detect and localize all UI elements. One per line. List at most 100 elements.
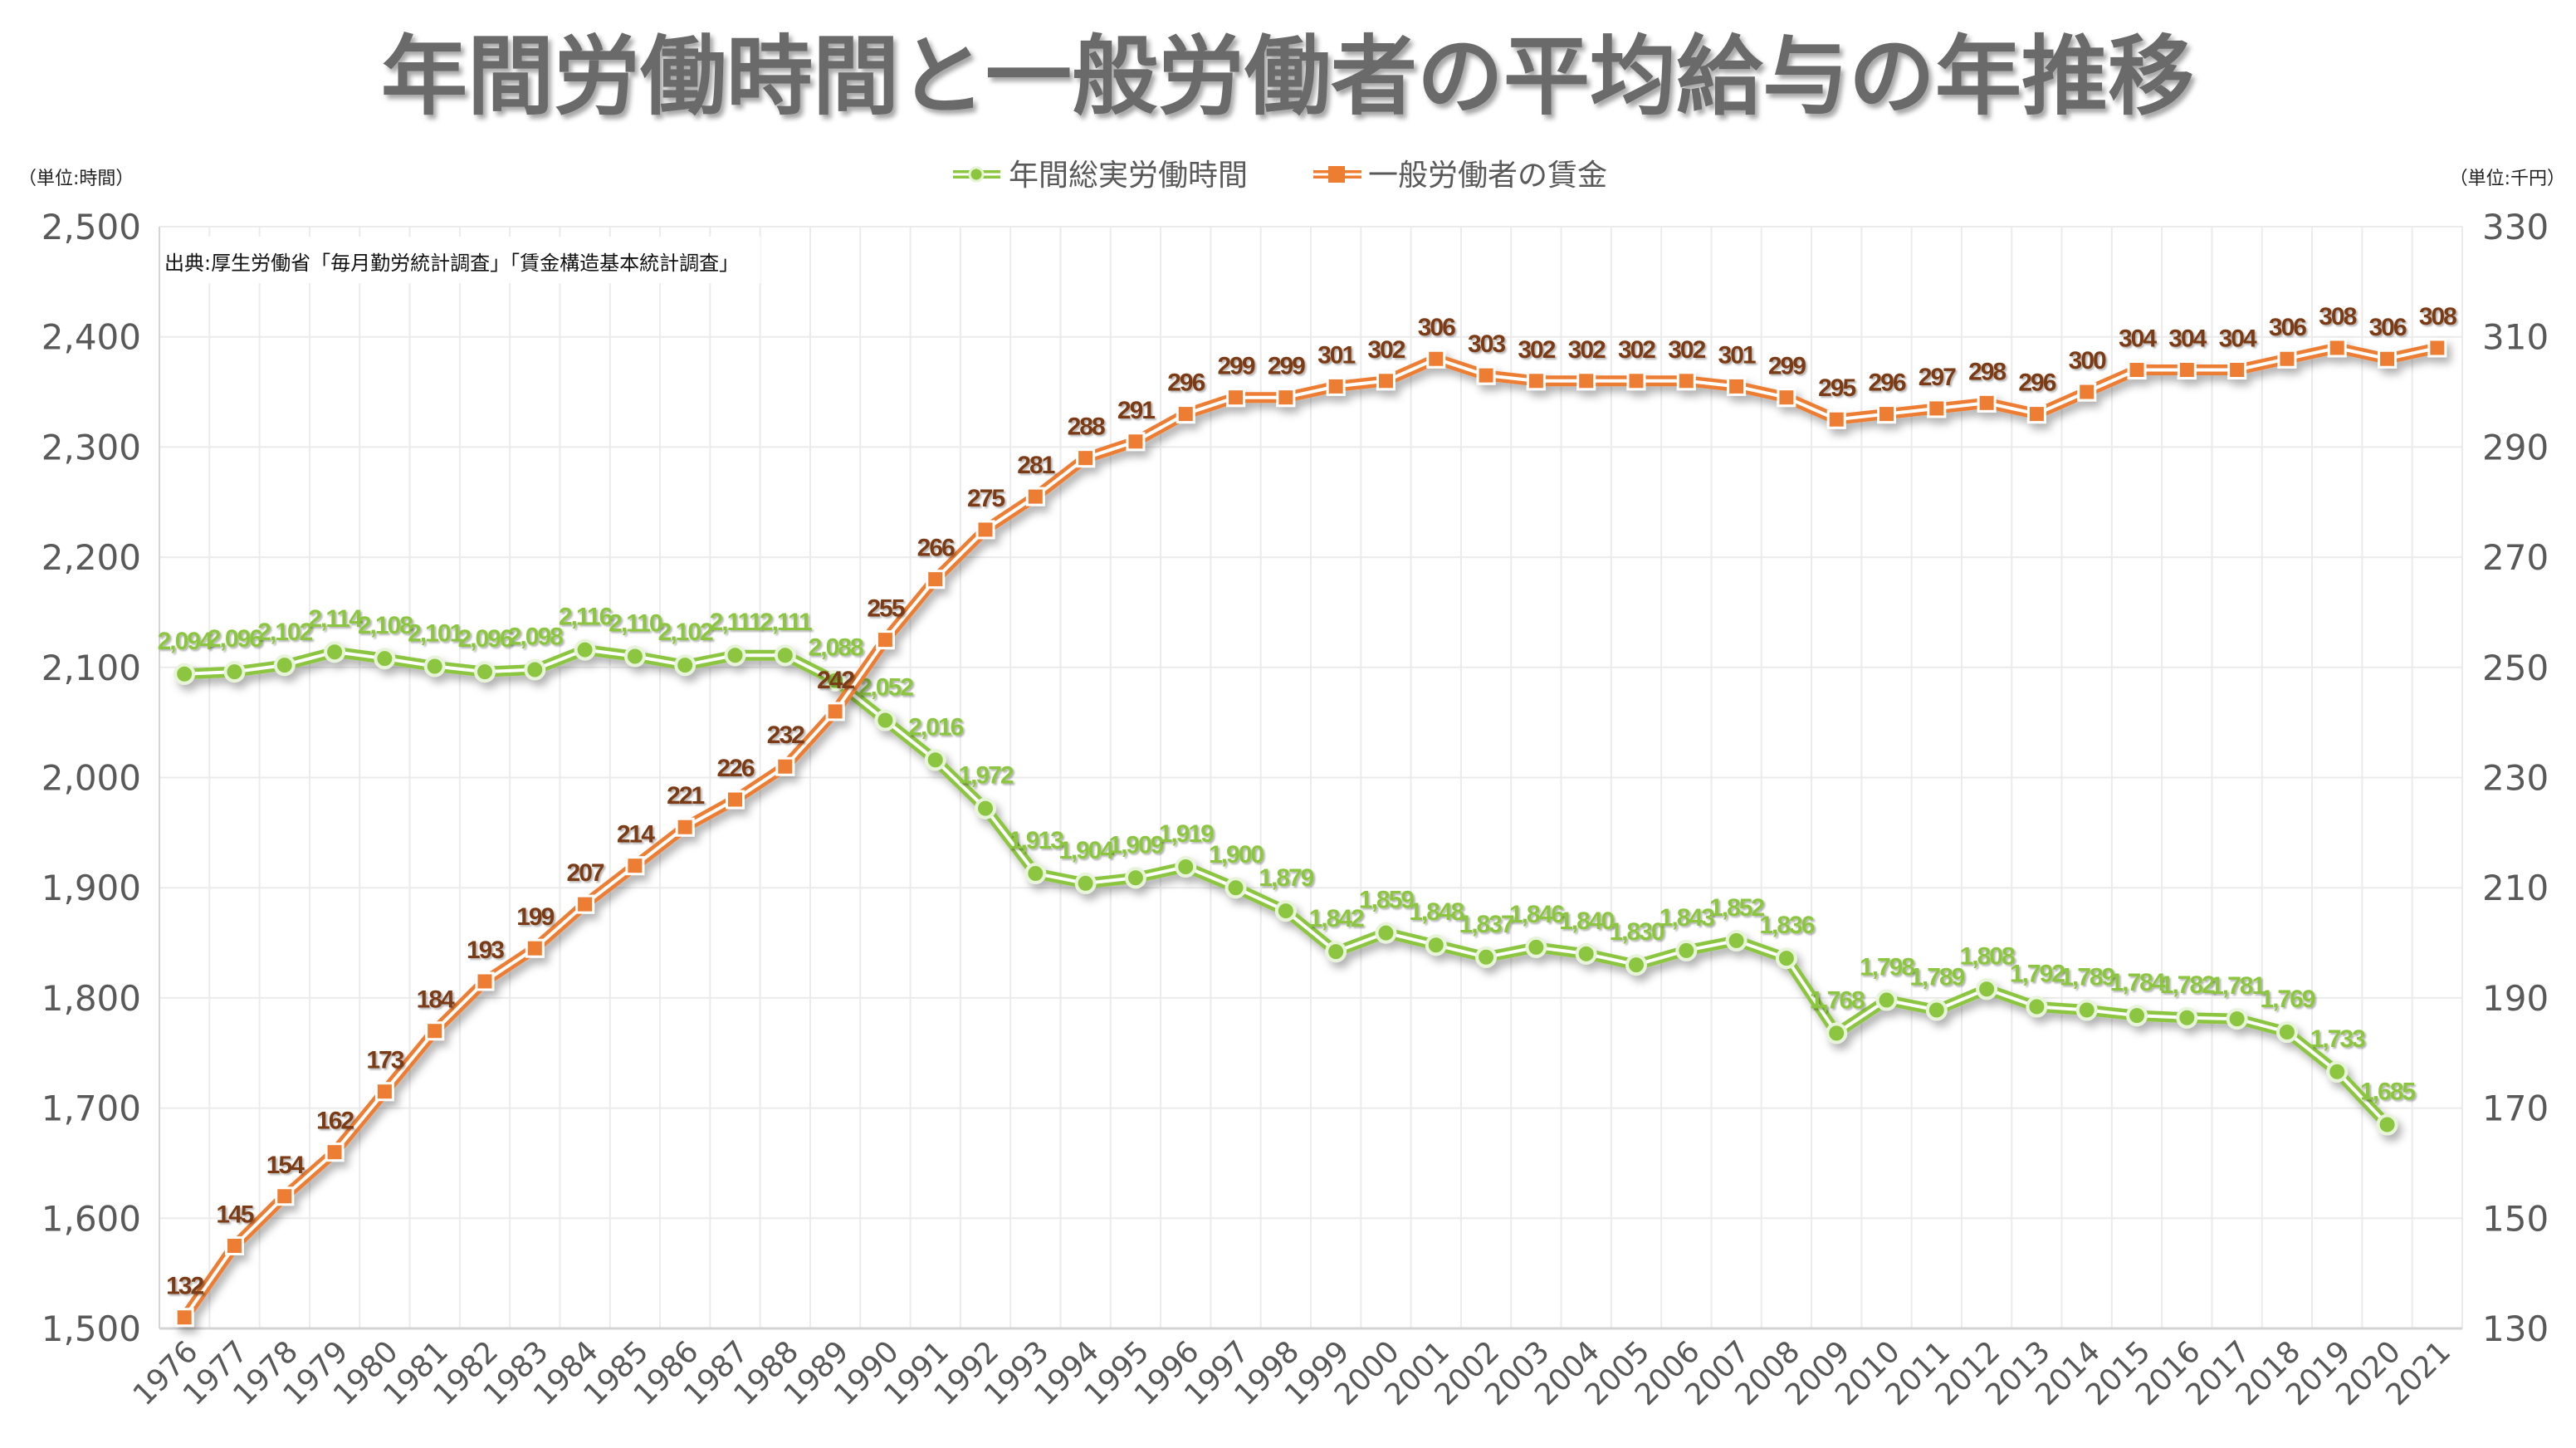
wages-data-label: 302 xyxy=(1568,336,1606,364)
left-tick-label: 2,200 xyxy=(42,537,141,578)
hours-point xyxy=(1925,999,1948,1021)
right-tick-label: 210 xyxy=(2482,868,2549,908)
hours-point xyxy=(2326,1060,2349,1083)
wages-point xyxy=(2127,360,2147,380)
hours-point xyxy=(924,749,946,771)
left-tick-label: 2,400 xyxy=(42,317,141,358)
legend-item-hours[interactable]: 年間総実労働時間 xyxy=(953,159,1248,193)
hours-data-label: 2,114 xyxy=(308,605,363,633)
hours-data-label: 1,685 xyxy=(2360,1079,2415,1106)
chart-title: 年間労働時間と一般労働者の平均給与の年推移 xyxy=(381,26,2194,127)
wages-data-label: 300 xyxy=(2069,347,2106,374)
hours-data-label: 1,808 xyxy=(1960,942,2015,970)
hours-data-label: 1,792 xyxy=(2010,961,2065,988)
wages-data-label: 306 xyxy=(2269,314,2306,341)
wages-point xyxy=(1877,404,1896,424)
hours-data-label: 2,088 xyxy=(809,634,863,662)
wages-data-label: 266 xyxy=(917,535,955,562)
left-tick-label: 1,800 xyxy=(42,978,141,1019)
hours-data-label: 2,102 xyxy=(257,619,312,646)
wages-point xyxy=(2427,338,2447,358)
hours-data-label: 1,972 xyxy=(958,762,1013,790)
hours-data-label: 1,784 xyxy=(2109,969,2165,996)
wages-point xyxy=(525,938,545,958)
wages-point xyxy=(2327,338,2347,358)
hours-point xyxy=(1826,1022,1848,1044)
wages-point xyxy=(1226,388,1246,408)
left-tick-label: 1,900 xyxy=(42,868,141,908)
wages-data-label: 306 xyxy=(1418,314,1455,341)
hours-data-label: 1,840 xyxy=(1559,907,1614,935)
hours-point xyxy=(174,663,196,685)
wages-point xyxy=(425,1021,445,1041)
wages-data-label: 299 xyxy=(1268,353,1305,380)
wages-data-label: 173 xyxy=(366,1047,403,1074)
wages-data-label: 288 xyxy=(1068,413,1105,441)
wages-point xyxy=(726,790,745,810)
hours-point xyxy=(1976,978,1998,1000)
wages-data-label: 297 xyxy=(1919,364,1956,391)
hours-data-label: 1,782 xyxy=(2160,971,2215,999)
wages-point xyxy=(2177,360,2197,380)
wages-data-label: 291 xyxy=(1117,397,1155,424)
hours-point xyxy=(2226,1008,2248,1030)
wages-point xyxy=(374,1082,394,1102)
wages-data-label: 232 xyxy=(767,722,804,749)
wages-data-label: 296 xyxy=(2018,369,2055,397)
hours-point xyxy=(975,797,997,819)
hours-series xyxy=(174,638,2398,1136)
wages-data-label: 221 xyxy=(667,782,704,810)
legend-item-wages[interactable]: 一般労働者の賃金 xyxy=(1313,159,1607,193)
legend-square-marker-icon xyxy=(1328,166,1345,183)
hours-data-label: 1,859 xyxy=(1359,887,1414,914)
wages-point xyxy=(475,971,495,991)
hours-point xyxy=(874,709,897,731)
hours-data-label: 2,101 xyxy=(408,619,462,647)
wages-data-label: 193 xyxy=(467,937,504,964)
hours-point xyxy=(1074,872,1097,894)
hours-data-label: 2,096 xyxy=(208,625,262,653)
wages-point xyxy=(1977,393,1997,413)
wages-data-label: 301 xyxy=(1718,341,1756,369)
hours-data-label: 1,837 xyxy=(1459,911,1514,938)
hours-data-label: 1,769 xyxy=(2260,986,2314,1013)
hours-point xyxy=(1525,936,1547,958)
wages-point xyxy=(1576,371,1596,391)
wages-point xyxy=(1626,371,1646,391)
hours-point xyxy=(2075,999,2098,1021)
wages-data-label: 306 xyxy=(2369,314,2407,341)
hours-data-label: 2,108 xyxy=(358,612,413,639)
left-tick-label: 2,000 xyxy=(42,758,141,799)
wages-data-label: 298 xyxy=(1968,358,2006,385)
left-tick-label: 2,500 xyxy=(42,207,141,247)
hours-point xyxy=(1775,947,1797,970)
left-tick-label: 1,600 xyxy=(42,1198,141,1239)
wages-data-label: 302 xyxy=(1367,336,1405,364)
hours-data-label: 1,900 xyxy=(1209,841,1264,868)
hours-data-label: 1,846 xyxy=(1509,901,1564,928)
right-tick-label: 170 xyxy=(2482,1088,2549,1129)
wages-point xyxy=(1176,404,1195,424)
hours-data-label: 2,094 xyxy=(158,628,213,655)
right-axis-unit: （単位:千円） xyxy=(2450,169,2565,189)
hours-point xyxy=(1575,942,1597,965)
hours-data-label: 1,852 xyxy=(1709,894,1764,922)
x-axis: 1976197719781979198019811982198319841985… xyxy=(127,1334,2457,1412)
hours-point xyxy=(1325,941,1347,963)
wages-point xyxy=(875,630,895,650)
wages-data-label: 154 xyxy=(266,1152,305,1179)
hours-data-label: 2,016 xyxy=(908,713,963,741)
hours-data-label: 1,842 xyxy=(1309,905,1364,932)
wages-point xyxy=(224,1235,244,1255)
hours-data-label: 1,789 xyxy=(1909,963,1964,991)
legend-label-wages: 一般労働者の賃金 xyxy=(1368,159,1607,193)
right-tick-label: 290 xyxy=(2482,427,2549,467)
hours-point xyxy=(724,644,746,667)
legend: 年間総実労働時間 一般労働者の賃金 xyxy=(953,159,1607,193)
wages-data-label: 302 xyxy=(1518,336,1555,364)
wages-point xyxy=(2077,382,2097,402)
hours-point xyxy=(1224,877,1247,899)
wages-data-label: 304 xyxy=(2119,325,2157,353)
legend-label-hours: 年間総実労働時間 xyxy=(1009,159,1248,193)
